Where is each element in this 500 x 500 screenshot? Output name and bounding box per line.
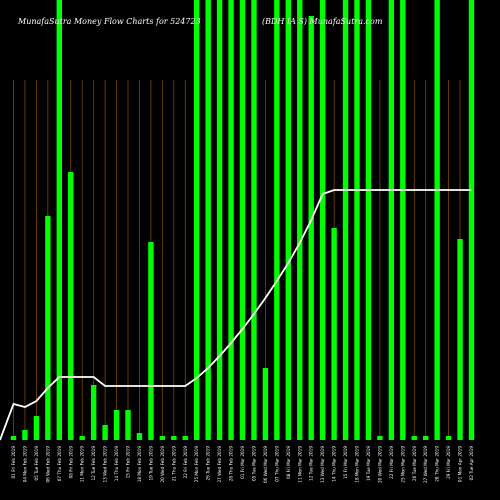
bar xyxy=(354,0,360,440)
bar xyxy=(205,0,211,440)
x-tick-label: 11 Mon Mar 2019 xyxy=(297,446,302,483)
bar xyxy=(285,0,291,440)
x-tick-label: 08 Fri Feb 2019 xyxy=(68,446,73,479)
bar xyxy=(239,0,246,440)
chart-title-left: MunafaSutra Money Flow Charts for 524723 xyxy=(17,17,201,26)
bar xyxy=(423,436,429,440)
x-tick-label: 29 Fri Mar 2019 xyxy=(446,446,451,479)
bar xyxy=(457,239,463,440)
bar xyxy=(319,0,326,440)
bar xyxy=(445,436,452,440)
x-tick-label: 05 Tue Mar 2019 xyxy=(251,446,256,481)
x-tick-label: 13 Wed Mar 2019 xyxy=(320,446,325,483)
x-tick-label: 08 Fri Mar 2019 xyxy=(286,446,291,479)
x-tick-label: 18 Mon Mar 2019 xyxy=(355,446,360,483)
bar xyxy=(10,436,17,440)
x-tick-label: 11 Mon Feb 2019 xyxy=(80,446,85,483)
bar xyxy=(388,0,395,440)
x-tick-label: 19 Tue Feb 2019 xyxy=(148,446,153,481)
x-tick-label: 26 Tue Feb 2019 xyxy=(206,446,211,481)
x-tick-label: 19 Tue Mar 2019 xyxy=(366,446,371,481)
x-tick-label: 22 Fri Feb 2019 xyxy=(183,446,188,479)
bar xyxy=(308,16,314,440)
x-tick-label: 01 Fri Feb 2019 xyxy=(11,446,16,479)
x-tick-label: 04 Mon Feb 2019 xyxy=(22,446,27,483)
x-tick-label: 20 Wed Mar 2019 xyxy=(377,446,382,483)
x-tick-label: 12 Tue Feb 2019 xyxy=(91,446,96,481)
x-tick-label: 27 Wed Mar 2019 xyxy=(423,446,428,483)
x-tick-label: 22 Fri Mar 2019 xyxy=(389,446,394,479)
bar xyxy=(171,436,177,440)
bar xyxy=(182,436,188,440)
x-tick-label: 15 Fri Mar 2019 xyxy=(343,446,348,479)
bar xyxy=(377,436,383,440)
x-tick-label: 18 Mon Feb 2019 xyxy=(137,446,142,483)
x-tick-label: 12 Tue Mar 2019 xyxy=(309,446,314,481)
bar xyxy=(33,416,40,440)
bar xyxy=(262,368,269,440)
bar xyxy=(148,242,154,440)
x-tick-label: 15 Fri Feb 2019 xyxy=(126,446,131,479)
bar xyxy=(434,0,440,440)
bar xyxy=(468,0,475,440)
bar xyxy=(274,0,280,440)
x-tick-label: 07 Thu Feb 2019 xyxy=(57,446,62,482)
x-tick-label: 01 Mon Apr 2019 xyxy=(458,446,463,482)
x-tick-label: 25 Mon Mar 2019 xyxy=(400,446,405,483)
x-tick-label: 07 Thu Mar 2019 xyxy=(274,446,279,482)
x-tick-label: 28 Thu Feb 2019 xyxy=(229,446,234,482)
bar xyxy=(297,0,303,440)
x-tick-label: 02 Tue Apr 2019 xyxy=(469,446,474,481)
bar xyxy=(102,425,108,440)
x-tick-label: 21 Thu Feb 2019 xyxy=(171,446,176,482)
bar xyxy=(136,433,143,440)
chart-title-right: (BDH IA S) MunafaSutra.com xyxy=(262,17,383,26)
bar xyxy=(411,436,417,440)
bar xyxy=(90,385,97,440)
bar xyxy=(228,0,234,440)
bar xyxy=(68,172,74,440)
x-tick-label: 06 Wed Mar 2019 xyxy=(263,446,268,483)
x-tick-label: 14 Thu Feb 2019 xyxy=(114,446,119,482)
bar xyxy=(45,216,51,440)
bar xyxy=(194,0,200,440)
x-tick-label: 20 Wed Feb 2019 xyxy=(160,446,165,483)
bar xyxy=(331,228,337,440)
x-tick-label: 05 Tue Feb 2019 xyxy=(34,446,39,481)
x-tick-label: 13 Wed Feb 2019 xyxy=(103,446,108,483)
x-tick-label: 06 Wed Feb 2019 xyxy=(45,446,50,483)
bar xyxy=(365,0,372,440)
bar xyxy=(342,0,349,440)
x-tick-label: 28 Thu Mar 2019 xyxy=(435,446,440,482)
bar xyxy=(22,430,28,440)
bar xyxy=(216,0,223,440)
x-tick-label: 25 Mon Feb 2019 xyxy=(194,446,199,483)
x-tick-label: 26 Tue Mar 2019 xyxy=(412,446,417,481)
x-tick-label: 14 Thu Mar 2019 xyxy=(332,446,337,482)
bar-series xyxy=(10,0,475,440)
x-tick-label: 27 Wed Feb 2019 xyxy=(217,446,222,483)
bar xyxy=(79,436,85,440)
x-tick-label: 01 Fri Mar 2019 xyxy=(240,446,245,479)
money-flow-line xyxy=(0,189,472,441)
bar xyxy=(125,410,131,440)
bar xyxy=(251,0,257,440)
bar xyxy=(159,436,166,440)
bar xyxy=(400,0,406,440)
x-tick-labels: 01 Fri Feb 2019 04 Mon Feb 2019 05 Tue Feb… xyxy=(11,446,474,483)
bar xyxy=(56,0,62,440)
bar xyxy=(113,410,120,440)
